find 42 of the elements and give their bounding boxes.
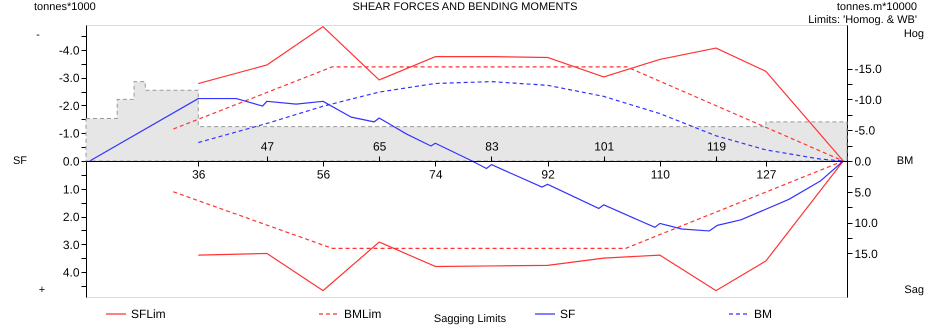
y2-tick-label: 0.0 <box>854 154 872 168</box>
legend-label: BMLim <box>344 307 382 321</box>
text: Hog <box>904 28 924 40</box>
x2-tick-label: 47 <box>260 140 274 154</box>
x2-tick-label: 83 <box>485 140 499 154</box>
y2-tick-label: 10.0 <box>854 216 878 230</box>
y-axis-title: tonnes*1000 <box>34 1 96 13</box>
y-tick-label: 2.0 <box>62 210 80 224</box>
y2-axis-title: tonnes.m*10000 <box>836 1 917 13</box>
x-tick-label: 92 <box>541 168 556 182</box>
x2-tick-label: 119 <box>706 140 726 154</box>
x-tick-label: 74 <box>429 168 443 182</box>
y-tick-label: -3.0 <box>58 71 80 86</box>
y2-tick-label: -15.0 <box>854 62 882 76</box>
x-tick-label: 36 <box>192 168 206 182</box>
annotation: Limits: 'Homog. & WB' <box>808 14 917 26</box>
x2-tick-label: 101 <box>594 140 615 154</box>
chart-title: SHEAR FORCES AND BENDING MOMENTS <box>352 1 578 13</box>
text: Sagging Limits <box>434 313 507 325</box>
text: SF <box>12 155 28 167</box>
text: BM <box>896 155 914 167</box>
y2-tick-label: -10.0 <box>854 92 882 107</box>
y-tick-label: -1.0 <box>58 126 80 141</box>
y-tick-label: -2.0 <box>58 98 80 113</box>
legend-label: SF <box>560 307 576 321</box>
text: Sag <box>904 284 924 296</box>
legend-label: BM <box>754 307 772 321</box>
text: - <box>36 29 40 41</box>
y-tick-label: 1.0 <box>62 182 80 196</box>
legend-label: SFLim <box>131 307 166 321</box>
y-tick-label: 4.0 <box>62 266 80 280</box>
y-tick-label: 3.0 <box>62 238 80 252</box>
x-tick-label: 56 <box>316 168 331 182</box>
text: + <box>38 284 46 296</box>
x-tick-label: 127 <box>756 168 777 182</box>
x2-tick-label: 65 <box>372 140 387 154</box>
y2-tick-label: 5.0 <box>854 185 872 200</box>
y2-tick-label: 15.0 <box>854 246 878 261</box>
x-tick-label: 110 <box>650 168 670 182</box>
y-tick-label: -4.0 <box>58 43 80 58</box>
y2-tick-label: -5.0 <box>854 124 876 138</box>
y-tick-label: 0.0 <box>62 154 80 168</box>
